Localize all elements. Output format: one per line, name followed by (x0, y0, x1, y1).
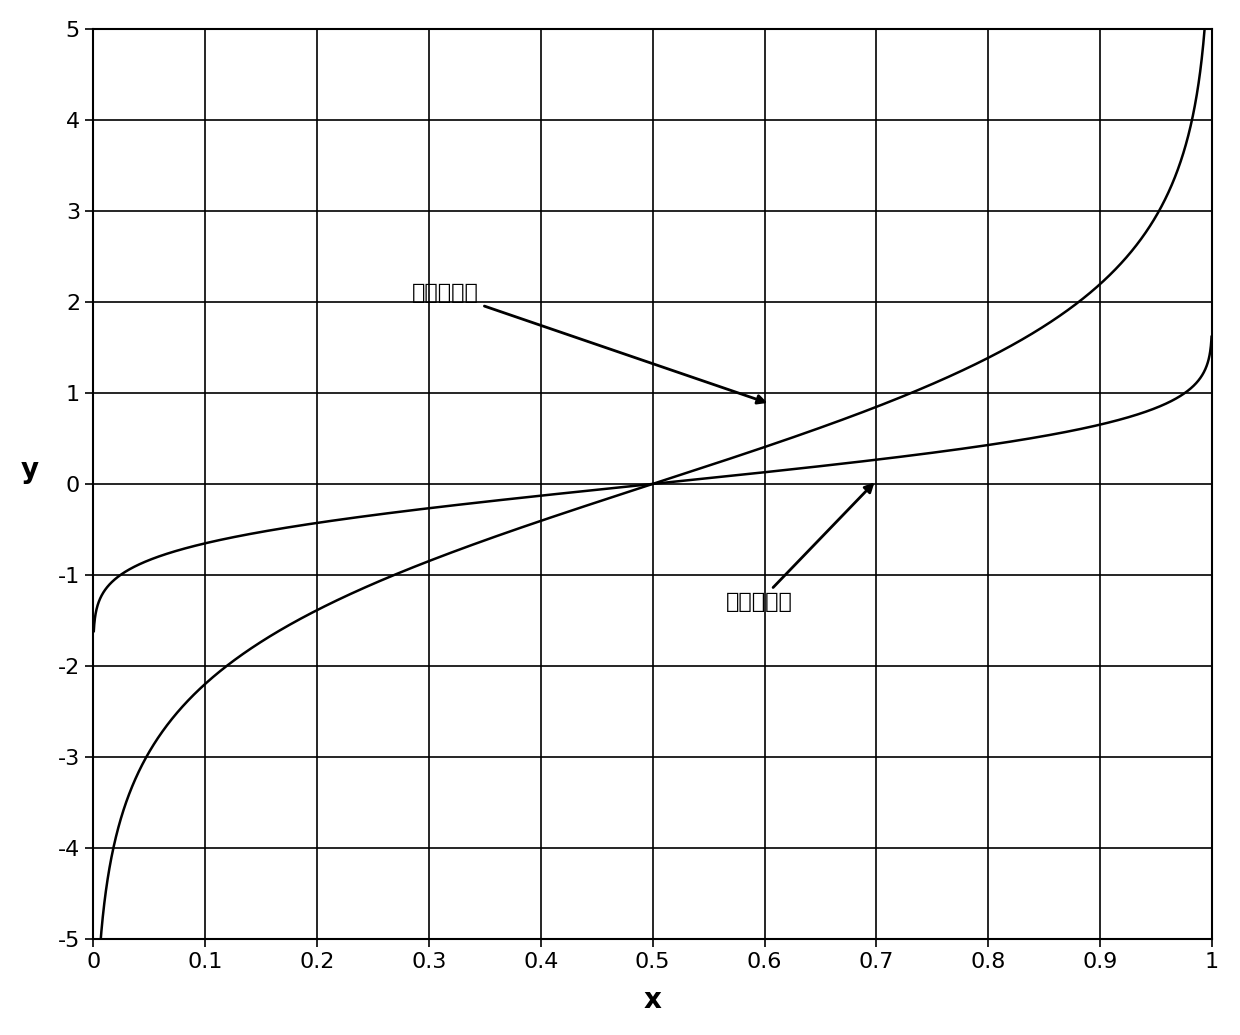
Text: 单指数变换: 单指数变换 (412, 283, 765, 403)
Text: 双指数变换: 双指数变换 (725, 484, 873, 613)
Y-axis label: y: y (21, 456, 38, 484)
X-axis label: x: x (644, 986, 662, 1014)
